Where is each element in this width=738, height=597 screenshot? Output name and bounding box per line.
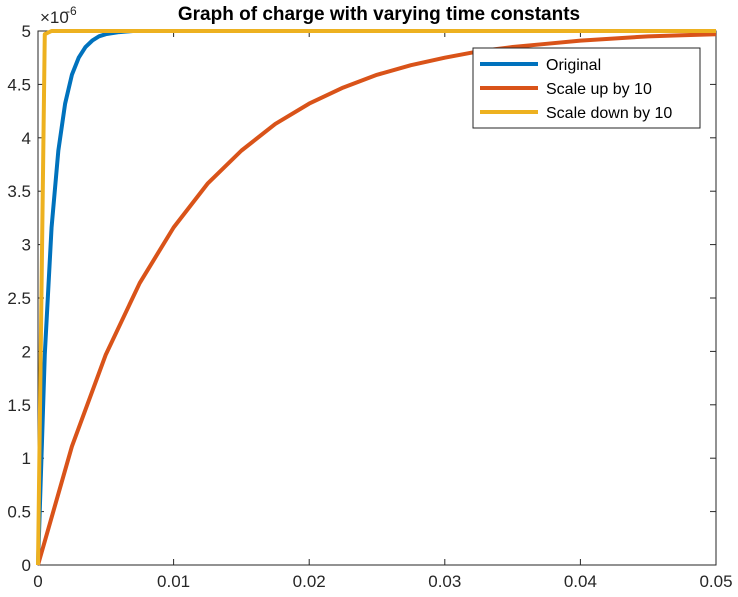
y-tick-label: 2 xyxy=(22,342,31,361)
y-tick-label: 4 xyxy=(22,129,31,148)
y-tick-label: 3.5 xyxy=(7,182,31,201)
legend: Original Scale up by 10 Scale down by 10 xyxy=(472,47,701,129)
legend-label: Scale up by 10 xyxy=(546,81,652,98)
x-tick-label: 0.03 xyxy=(428,572,461,591)
y-tick-label: 3 xyxy=(22,236,31,255)
legend-label: Scale down by 10 xyxy=(546,105,672,122)
y-tick-label: 0.5 xyxy=(7,503,31,522)
x-tick-label: 0.01 xyxy=(157,572,190,591)
y-axis-exponent-base: ×10 xyxy=(40,8,69,27)
series-line-2 xyxy=(36,32,717,566)
y-tick-label: 2.5 xyxy=(7,289,31,308)
axis-ticks: 0 0.01 0.02 0.03 0.04 0.05 0 0.5 1 1.5 2 2.5 3 3.5 4 4.… xyxy=(7,22,732,591)
legend-label: Original xyxy=(546,57,601,74)
y-tick-label: 5 xyxy=(22,22,31,41)
series-group xyxy=(36,29,717,566)
y-tick-label: 1.5 xyxy=(7,396,31,415)
y-tick-label: 4.5 xyxy=(7,75,31,94)
y-tick-label: 1 xyxy=(22,449,31,468)
x-tick-label: 0 xyxy=(33,572,42,591)
x-tick-label: 0.04 xyxy=(564,572,597,591)
x-tick-label: 0.05 xyxy=(699,572,732,591)
series-line-3 xyxy=(36,29,716,566)
chart-title: Graph of charge with varying time consta… xyxy=(178,4,580,25)
y-tick-label: 0 xyxy=(22,556,31,575)
y-axis-exponent: ×10 -6 xyxy=(40,4,77,27)
y-axis-exponent-power: -6 xyxy=(66,4,77,18)
x-tick-label: 0.02 xyxy=(293,572,326,591)
